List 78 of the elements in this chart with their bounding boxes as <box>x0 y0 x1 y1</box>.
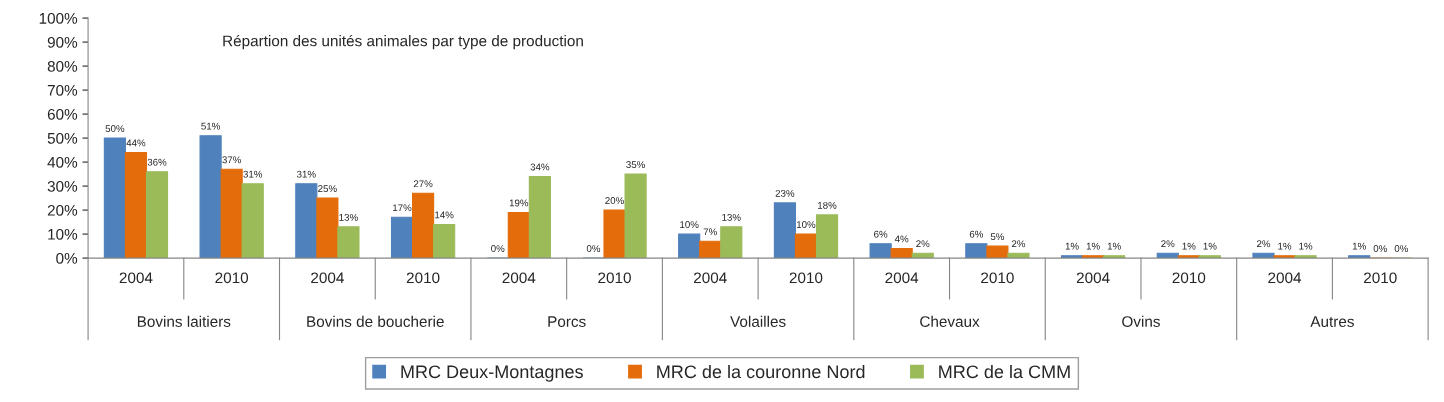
y-tick-label: 30% <box>47 180 78 192</box>
y-tick-label: 100% <box>39 12 78 24</box>
y-tick-label: 80% <box>47 60 78 72</box>
text: Porcs <box>548 316 586 327</box>
data-label: 44% <box>126 139 146 147</box>
x-tick-label: 2004 <box>502 272 536 284</box>
data-label: 34% <box>530 163 550 171</box>
text: Ovins <box>1122 315 1160 327</box>
text: Volailles <box>730 315 786 327</box>
data-label: 1% <box>1107 242 1121 250</box>
x-tick-label: 2004 <box>694 272 727 284</box>
data-label: 2% <box>1256 240 1271 248</box>
data-label: 50% <box>105 125 125 132</box>
data-label: 6% <box>969 230 984 238</box>
data-label: 6% <box>874 230 888 238</box>
x-tick-label: 2010 <box>598 272 631 284</box>
data-label: 31% <box>296 170 316 178</box>
x-tick-label: 2004 <box>885 272 919 284</box>
data-label: 7% <box>703 228 717 236</box>
data-label: 17% <box>393 204 412 212</box>
data-label: 1% <box>1182 242 1196 250</box>
text: Chevaux <box>920 315 980 327</box>
legend-label: MRC Deux-Montagnes <box>401 365 583 382</box>
data-label: 14% <box>435 211 454 219</box>
data-label: 1% <box>1352 242 1366 250</box>
y-tick-label: 10% <box>48 228 78 240</box>
data-label: 27% <box>413 180 433 188</box>
text: Autres <box>1310 316 1354 327</box>
data-label: 2% <box>1161 240 1175 248</box>
data-label: 25% <box>318 185 337 192</box>
x-tick-label: 2004 <box>1268 272 1302 284</box>
x-tick-label: 2010 <box>215 272 249 284</box>
data-label: 0% <box>1373 245 1387 252</box>
data-label: 1% <box>1086 242 1100 250</box>
data-label: 18% <box>818 201 837 209</box>
data-label: 1% <box>1299 242 1313 250</box>
x-tick-label: 2004 <box>1076 272 1110 284</box>
data-label: 23% <box>775 189 795 197</box>
data-label: 1% <box>1278 242 1292 250</box>
data-label: 0% <box>586 245 601 252</box>
data-label: 13% <box>339 213 358 221</box>
data-label: 31% <box>243 170 263 178</box>
data-label: 1% <box>1065 242 1079 250</box>
data-label: 10% <box>796 221 816 228</box>
data-label: 0% <box>1394 245 1408 252</box>
data-label: 35% <box>626 161 645 168</box>
data-label: 4% <box>894 235 909 243</box>
x-tick-label: 2010 <box>406 272 440 284</box>
x-tick-label: 2004 <box>119 272 153 284</box>
y-tick-label: 50% <box>47 132 78 144</box>
y-tick-label: 70% <box>47 84 78 96</box>
data-label: 10% <box>680 221 699 228</box>
y-tick-label: 90% <box>47 36 78 48</box>
legend-label: MRC de la CMM <box>939 364 1070 379</box>
y-tick-label: 40% <box>47 156 78 168</box>
y-tick-label: 20% <box>47 204 78 216</box>
text: Bovins laitiers <box>137 315 231 327</box>
data-label: 20% <box>605 197 624 204</box>
data-label: 19% <box>509 199 529 207</box>
x-tick-label: 2010 <box>981 272 1014 284</box>
data-label: 0% <box>491 245 505 252</box>
data-label: 13% <box>722 213 741 221</box>
y-tick-label: 60% <box>47 108 78 120</box>
x-tick-label: 2010 <box>1364 272 1397 284</box>
data-label: 2% <box>1011 240 1026 248</box>
text: Répartion des unités animales par type de production <box>223 34 583 50</box>
y-tick-label: 0% <box>56 252 78 264</box>
data-label: 1% <box>1203 242 1217 250</box>
data-label: 5% <box>990 233 1005 240</box>
x-tick-label: 2004 <box>311 272 344 284</box>
data-label: 2% <box>916 240 930 248</box>
data-label: 36% <box>147 158 167 166</box>
x-tick-label: 2010 <box>1172 272 1206 284</box>
x-tick-label: 2010 <box>789 272 823 284</box>
legend-label: MRC de la couronne Nord <box>657 364 865 379</box>
data-label: 51% <box>201 122 220 130</box>
data-label: 37% <box>222 156 242 164</box>
text: Bovins de boucherie <box>307 315 444 327</box>
